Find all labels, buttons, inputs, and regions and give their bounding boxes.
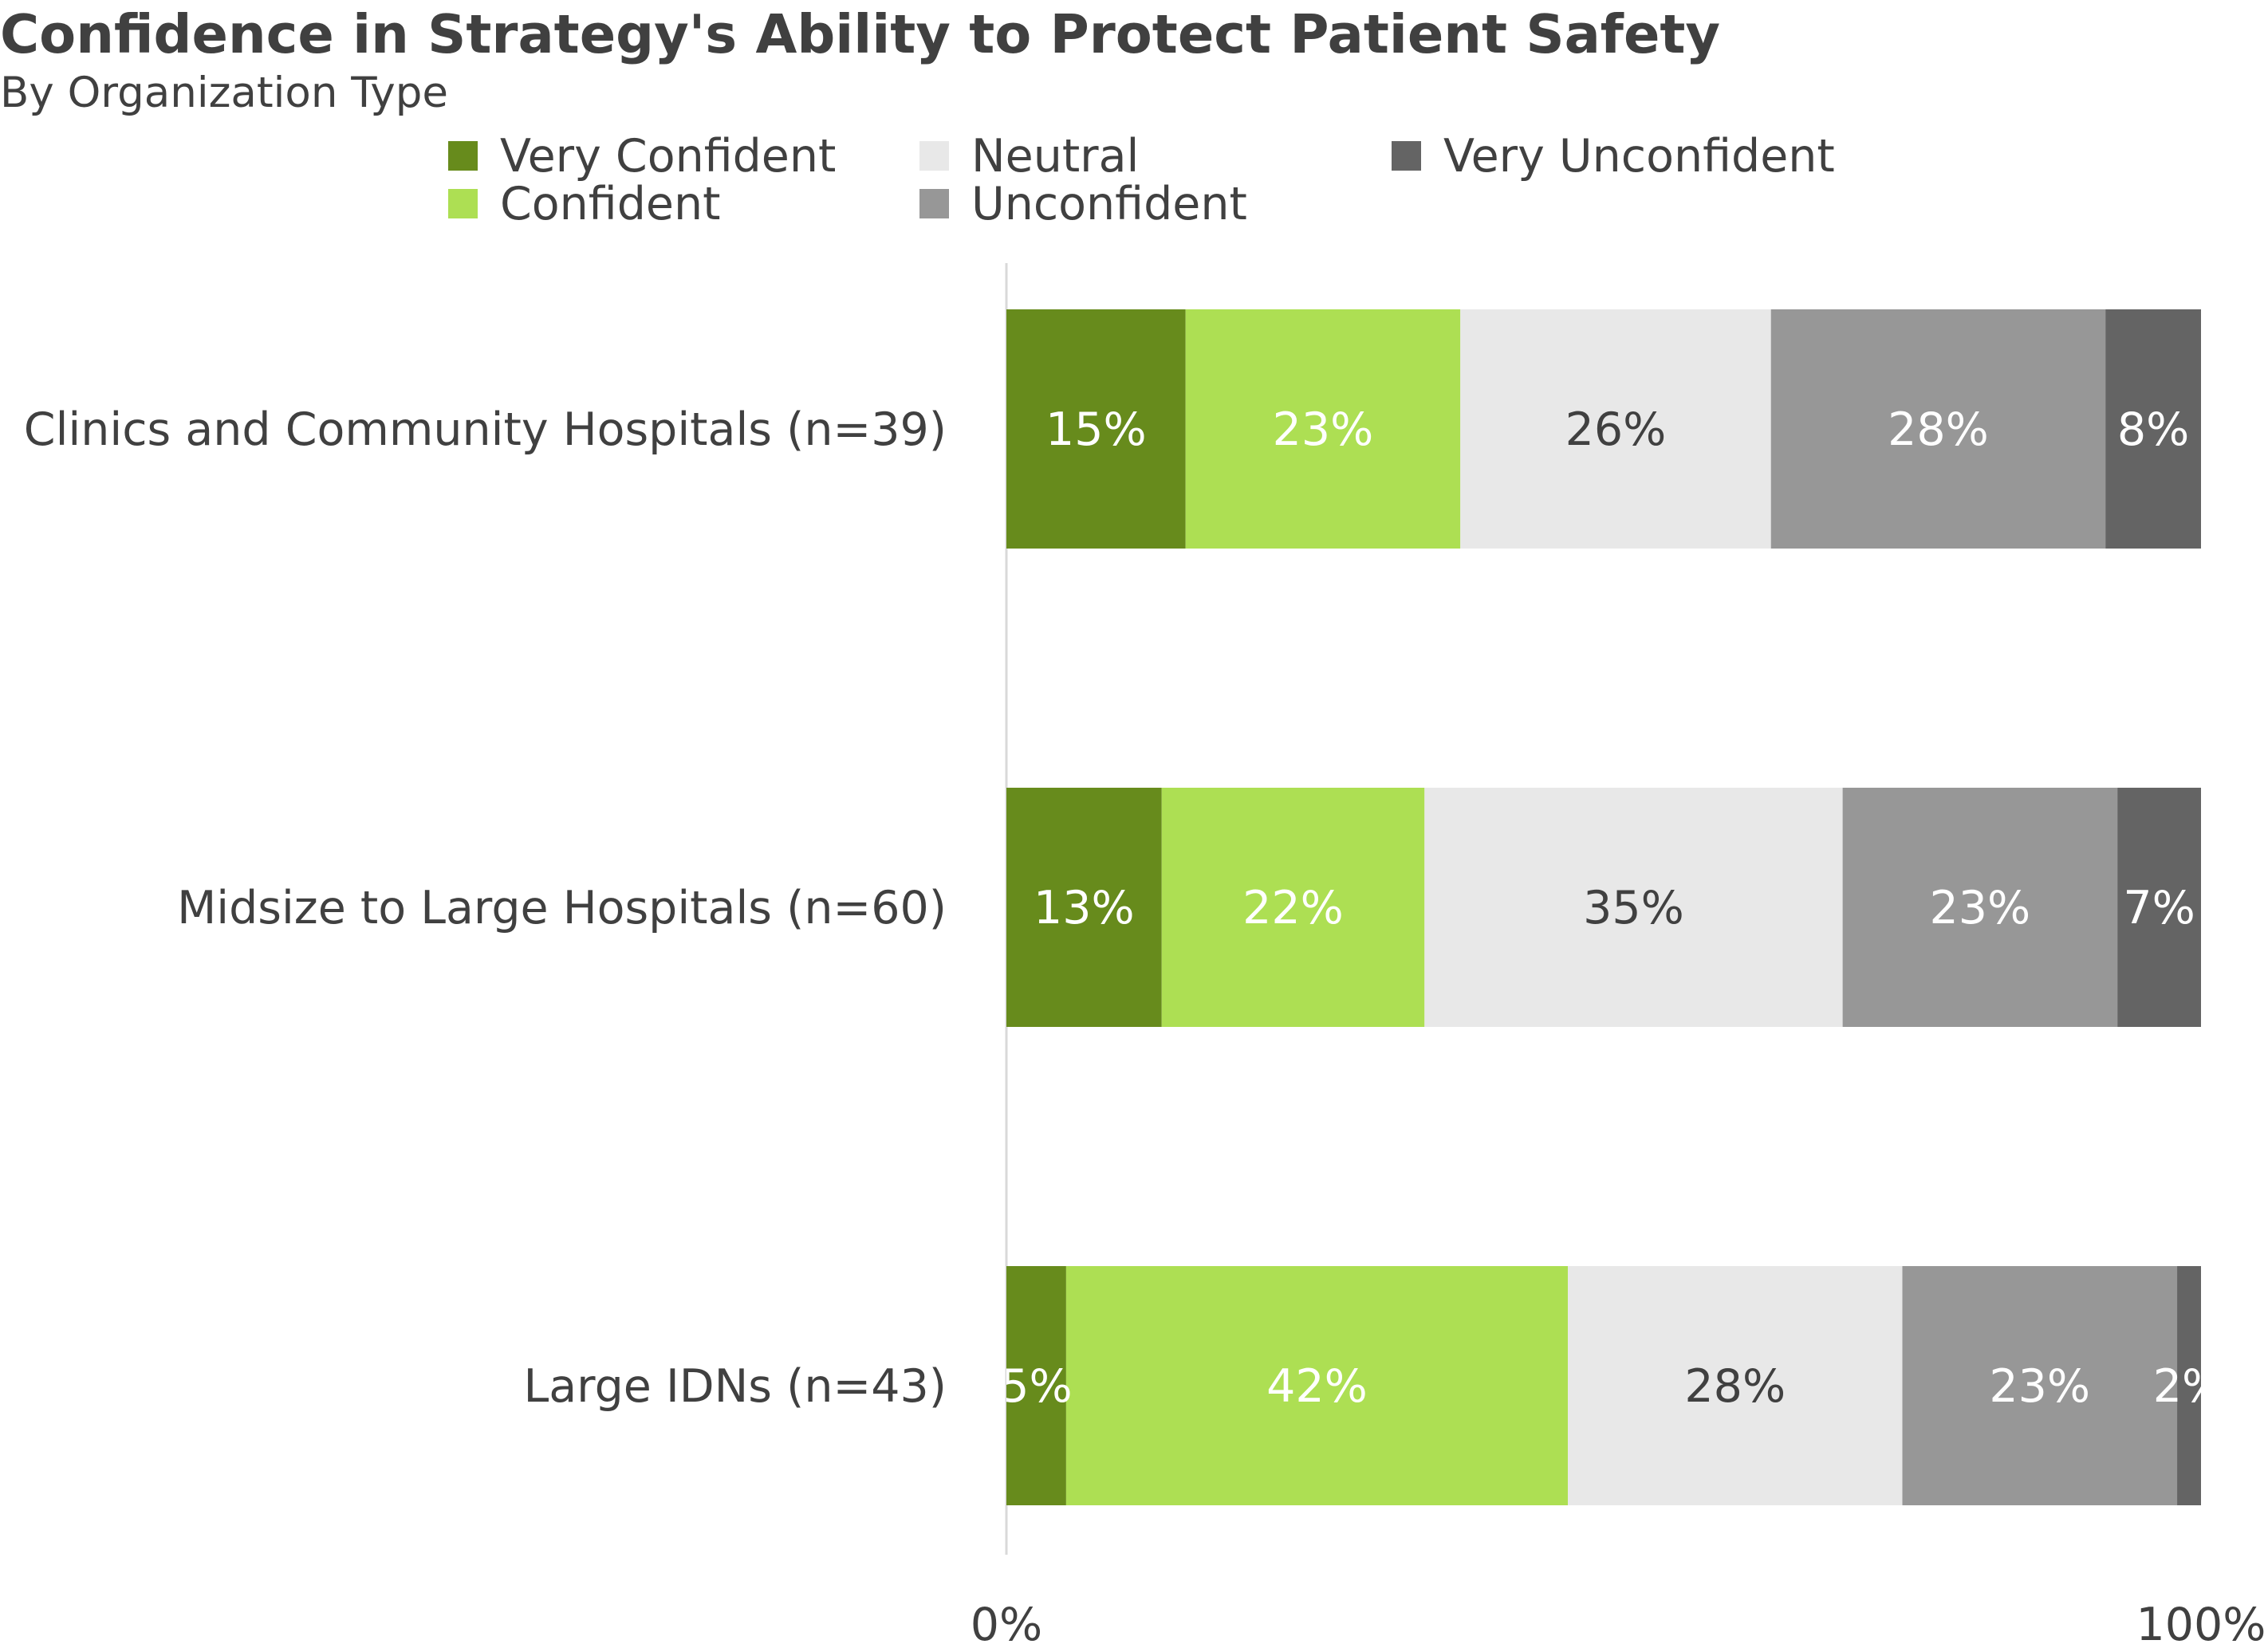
- data-label: 23%: [1989, 1360, 2090, 1413]
- data-label: 13%: [1034, 882, 1135, 934]
- bar-segment-very-unconfident: [2177, 1266, 2201, 1505]
- data-labels: 15% 23% 26% 28% 8% 13% 22% 35% 23% 7% 5% 42% 28% 23% 2…: [1000, 403, 2225, 1413]
- bar-segment-neutral: [1424, 788, 1843, 1027]
- legend-swatch: [448, 189, 478, 218]
- legend-item-confident: Confident: [448, 178, 720, 230]
- data-label: 28%: [1888, 403, 1989, 456]
- category-label: Clinics and Community Hospitals (n=39): [24, 403, 947, 456]
- data-label: 8%: [2117, 403, 2189, 456]
- bar-segment-confident: [1185, 309, 1461, 549]
- bar-segment-neutral: [1568, 1266, 1903, 1505]
- bars: [1006, 309, 2201, 1505]
- bar-segment-neutral: [1460, 309, 1771, 549]
- legend-item-unconfident: Unconfident: [919, 178, 1247, 230]
- legend-item-neutral: Neutral: [919, 130, 1139, 183]
- bar-segment-confident: [1065, 1266, 1569, 1505]
- category-labels: Clinics and Community Hospitals (n=39) Mi…: [24, 403, 947, 1413]
- data-label: 42%: [1266, 1360, 1368, 1413]
- legend-swatch: [448, 141, 478, 171]
- data-label: 26%: [1565, 403, 1667, 456]
- bar-segment-unconfident: [1902, 1266, 2178, 1505]
- x-tick-label: 100%: [2136, 1599, 2266, 1648]
- data-label: 2%: [2153, 1360, 2225, 1413]
- data-label: 15%: [1045, 403, 1147, 456]
- category-label: Midsize to Large Hospitals (n=60): [177, 882, 947, 934]
- bar-segment-very-confident: [1006, 1266, 1066, 1505]
- bar-segment-confident: [1161, 788, 1425, 1027]
- data-label: 23%: [1273, 403, 1374, 456]
- legend-swatch: [919, 141, 949, 171]
- data-label: 23%: [1930, 882, 2031, 934]
- category-label: Large IDNs (n=43): [523, 1360, 947, 1413]
- bar-segment-very-unconfident: [2105, 309, 2201, 549]
- bar-segment-very-confident: [1006, 309, 1186, 549]
- data-label: 22%: [1242, 882, 1344, 934]
- bar-segment-very-confident: [1006, 788, 1162, 1027]
- chart-title: Confidence in Strategy's Ability to Prot…: [0, 3, 1721, 65]
- x-tick-label: 0%: [971, 1599, 1042, 1648]
- legend-label: Confident: [500, 178, 720, 230]
- legend-swatch: [919, 189, 949, 218]
- data-label: 35%: [1583, 882, 1684, 934]
- bar-segment-unconfident: [1842, 788, 2118, 1027]
- bar-segment-very-unconfident: [2117, 788, 2201, 1027]
- legend-label: Unconfident: [971, 178, 1247, 230]
- legend-label: Very Confident: [500, 130, 836, 183]
- chart-subtitle: By Organization Type: [0, 69, 448, 117]
- data-label: 28%: [1684, 1360, 1786, 1413]
- data-label: 5%: [1000, 1360, 1072, 1413]
- x-axis-ticks: 0% 100%: [971, 1599, 2266, 1648]
- legend-item-very-unconfident: Very Unconfident: [1392, 130, 1835, 183]
- legend-label: Very Unconfident: [1443, 130, 1835, 183]
- legend-item-very-confident: Very Confident: [448, 130, 836, 183]
- legend-label: Neutral: [971, 130, 1139, 183]
- data-label: 7%: [2123, 882, 2195, 934]
- legend-swatch: [1392, 141, 1421, 171]
- bar-segment-unconfident: [1770, 309, 2106, 549]
